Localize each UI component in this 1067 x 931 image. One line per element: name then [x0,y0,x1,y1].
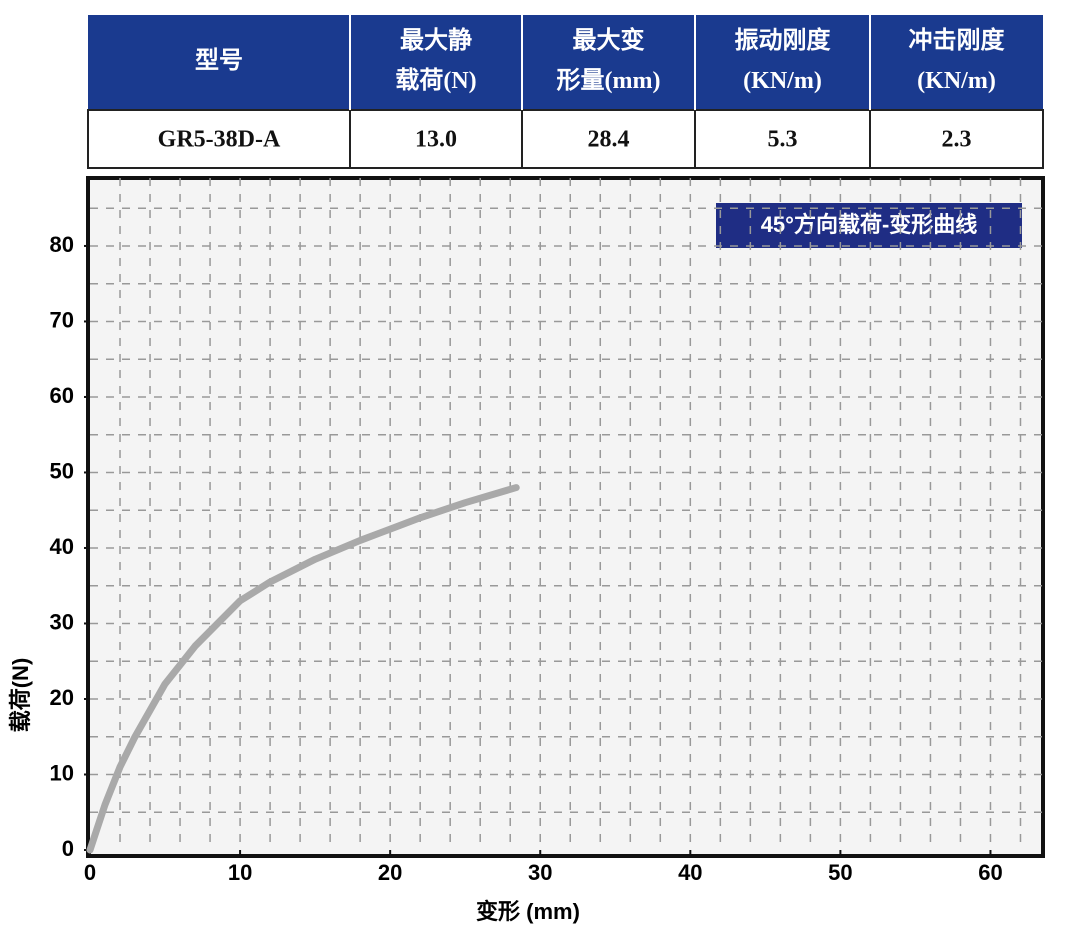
table-row-bg [87,109,1044,169]
y-tick-label: 50 [50,458,74,483]
y-tick-label: 60 [50,383,74,408]
y-tick-label: 30 [50,609,74,634]
plot-area [86,176,1045,858]
table-header: 形量(mm) [557,67,661,94]
y-tick-label: 20 [50,685,74,710]
y-axis-label: 载荷(N) [8,658,33,733]
table-header: (KN/m) [743,68,822,94]
table-cell: 28.4 [588,127,630,153]
y-tick-label: 70 [50,307,74,332]
table-cell: 2.3 [942,127,972,153]
table-cell: 13.0 [415,127,457,153]
x-tick-label: 40 [678,860,702,885]
table-header: 振动刚度 [735,26,832,54]
annotation: 45°方向载荷-变形曲线 [761,212,978,237]
table-cell: GR5-38D-A [158,127,281,153]
x-tick-label: 30 [528,860,552,885]
annotation-box [716,203,1022,248]
x-tick-label: 60 [978,860,1002,885]
y-tick-label: 10 [50,760,74,785]
y-tick-label: 40 [50,534,74,559]
x-axis-label: 变形 (mm) [476,899,580,924]
table-header-bg [88,15,1043,110]
x-tick-label: 10 [228,860,252,885]
x-tick-label: 0 [84,860,96,885]
y-tick-label: 0 [62,836,74,861]
y-tick-label: 80 [50,232,74,257]
table-header: 最大变 [573,26,645,54]
table-header: 载荷(N) [395,67,476,94]
table-header: 最大静 [400,27,472,54]
grid [90,178,1043,850]
table-header: (KN/m) [917,68,996,94]
x-tick-label: 20 [378,860,402,885]
table-header: 冲击刚度 [909,26,1006,54]
x-tick-label: 50 [828,860,852,885]
table-cell: 5.3 [768,127,798,153]
data-line [86,484,520,854]
table-header: 型号 [195,47,243,74]
